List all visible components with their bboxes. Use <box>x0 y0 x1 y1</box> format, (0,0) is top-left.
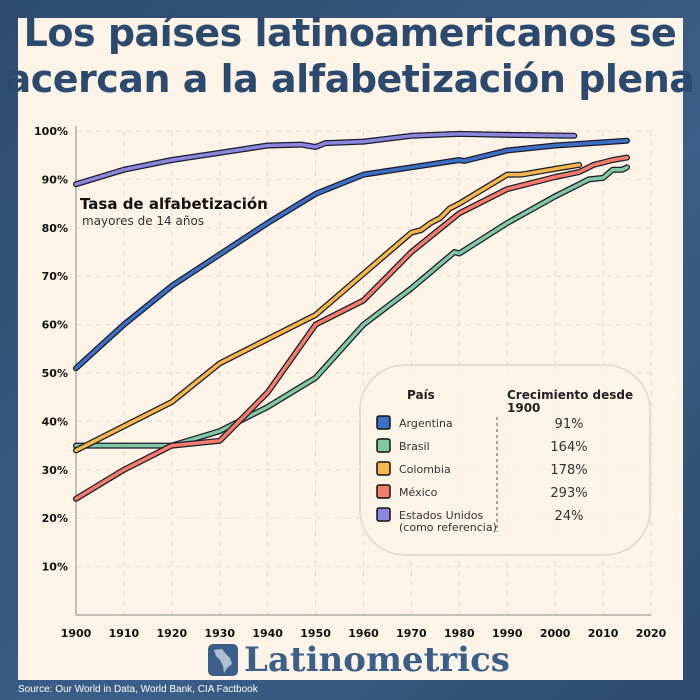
legend-swatch <box>376 438 391 453</box>
y-tick-label: 20% <box>42 512 68 525</box>
legend-header-country: País <box>407 388 435 402</box>
legend-label-note: (como referencia) <box>399 521 497 534</box>
y-tick-label: 80% <box>42 222 68 235</box>
x-tick-label: 1950 <box>300 627 331 640</box>
legend-label: Estados Unidos <box>399 509 483 522</box>
legend-growth-value: 164% <box>550 440 587 455</box>
legend-swatch <box>376 461 391 476</box>
series-line-estados <box>74 132 577 186</box>
x-tick-label: 1930 <box>204 627 235 640</box>
title-line-1: Los países latinoamericanos se <box>23 11 677 55</box>
y-tick-label: 100% <box>34 125 68 138</box>
x-tick-label: 2010 <box>588 627 619 640</box>
series-line-argentina <box>74 138 629 370</box>
legend-growth-value: 91% <box>555 417 584 432</box>
page-title: Los países latinoamericanos se acercan a … <box>0 10 700 102</box>
x-tick-label: 2000 <box>540 627 571 640</box>
y-tick-label: 50% <box>42 367 68 380</box>
x-tick-label: 2020 <box>636 627 667 640</box>
card-panel <box>18 18 683 680</box>
y-tick-label: 60% <box>42 319 68 332</box>
legend-growth-value: 178% <box>550 463 587 478</box>
chart-subtitle: mayores de 14 años <box>82 214 204 228</box>
legend-label: Brasil <box>399 440 430 453</box>
legend-label: Colombia <box>399 463 451 476</box>
brand-logo: Latinometrics <box>208 642 510 678</box>
y-tick-label: 10% <box>42 561 68 574</box>
legend-box <box>359 364 651 556</box>
y-tick-label: 30% <box>42 464 68 477</box>
legend-swatch <box>376 507 391 522</box>
legend-label: México <box>399 486 438 499</box>
x-tick-label: 1990 <box>492 627 523 640</box>
y-tick-label: 70% <box>42 270 68 283</box>
legend-growth-value: 24% <box>555 509 584 524</box>
x-tick-label: 1900 <box>61 627 92 640</box>
legend-label: Argentina <box>399 417 453 430</box>
x-tick-label: 1960 <box>348 627 379 640</box>
legend-growth-value: 293% <box>550 486 587 501</box>
title-line-2: acercan a la alfabetización plena <box>5 57 695 101</box>
x-tick-label: 1920 <box>157 627 188 640</box>
latin-america-map-icon <box>208 644 238 676</box>
series-line-méxico <box>74 155 629 501</box>
x-tick-label: 1980 <box>444 627 475 640</box>
legend-header-growth-year: 1900 <box>507 401 540 415</box>
chart-title: Tasa de alfabetización <box>80 195 268 213</box>
source-note: Source: Our World in Data, World Bank, C… <box>18 684 258 695</box>
legend-header-growth: Crecimiento desde <box>507 388 633 402</box>
legend-swatch <box>376 484 391 499</box>
x-tick-label: 1910 <box>109 627 140 640</box>
brand-name: Latinometrics <box>244 640 510 680</box>
x-tick-label: 1940 <box>252 627 283 640</box>
y-tick-label: 40% <box>42 415 68 428</box>
series-line-colombia <box>74 163 581 453</box>
y-tick-label: 90% <box>42 173 68 186</box>
x-tick-label: 1970 <box>396 627 427 640</box>
legend-swatch <box>376 415 391 430</box>
